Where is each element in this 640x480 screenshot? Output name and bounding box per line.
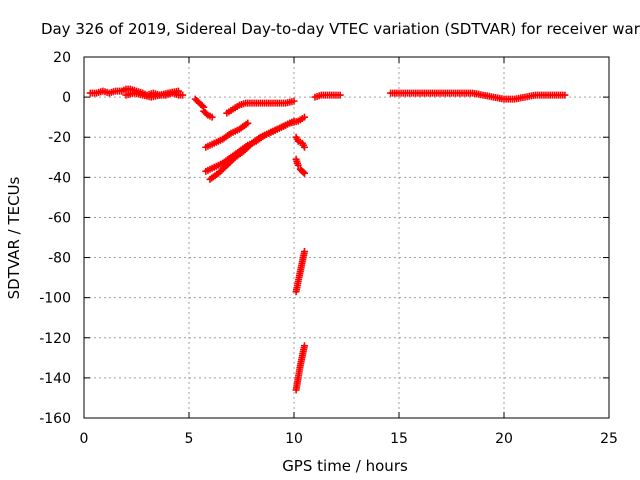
data-points (86, 85, 569, 394)
x-axis-label: GPS time / hours (282, 457, 408, 475)
series-arc-14 (387, 89, 569, 103)
data-point (294, 161, 302, 169)
series-arc-8 (292, 133, 308, 151)
data-point (561, 91, 569, 99)
data-point (301, 169, 308, 177)
series-arc-2 (191, 95, 208, 111)
data-point (336, 91, 344, 99)
series-arc-3 (200, 107, 216, 121)
y-tick-label: -20 (48, 130, 71, 146)
data-point (290, 117, 298, 125)
y-tick-label: -140 (39, 371, 71, 387)
series-arc-9 (292, 155, 302, 169)
data-point (301, 248, 308, 256)
chart-title: Day 326 of 2019, Sidereal Day-to-day VTE… (41, 20, 640, 38)
y-tick-label: 20 (53, 50, 71, 66)
series-arc-12 (292, 342, 308, 394)
series-arc-7 (206, 117, 298, 183)
series-arc-13 (311, 91, 344, 101)
data-point (299, 168, 307, 176)
y-axis-ticks: -160 -140 -120 -100 -80 -60 -40 -20 0 20 (39, 50, 609, 427)
x-tick-label: 0 (80, 431, 89, 447)
y-tick-label: 0 (62, 90, 71, 106)
data-point (290, 97, 298, 105)
series-arc-5 (202, 119, 252, 151)
x-axis-ticks: 0 5 10 15 20 25 (80, 57, 618, 447)
grid-lines (84, 57, 609, 418)
data-point (198, 102, 206, 110)
y-tick-label: -60 (48, 210, 71, 226)
y-tick-label: -80 (48, 251, 71, 267)
y-axis-label: SDTVAR / TECUs (5, 176, 23, 299)
data-point (301, 143, 308, 151)
series-arc-10 (296, 165, 308, 177)
data-point (301, 113, 308, 121)
x-tick-label: 20 (495, 431, 513, 447)
series-arc-1b (122, 87, 182, 101)
y-tick-label: -160 (39, 411, 71, 427)
data-point (175, 87, 182, 95)
x-tick-label: 25 (600, 431, 618, 447)
x-tick-label: 10 (285, 431, 303, 447)
x-tick-label: 15 (390, 431, 408, 447)
series-arc-4 (223, 97, 298, 117)
x-tick-label: 5 (185, 431, 194, 447)
data-point (208, 113, 216, 121)
y-tick-label: -100 (39, 291, 71, 307)
y-tick-label: -40 (48, 170, 71, 186)
data-point (244, 119, 252, 127)
plot-frame (83, 56, 610, 419)
data-point (301, 342, 308, 350)
y-tick-label: -120 (39, 331, 71, 347)
data-point (179, 91, 187, 99)
series-arc-11 (292, 248, 308, 296)
